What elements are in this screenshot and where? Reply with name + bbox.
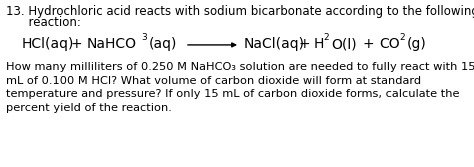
Text: HCl(aq): HCl(aq) bbox=[22, 37, 74, 51]
Text: O(l): O(l) bbox=[331, 37, 356, 51]
Text: +: + bbox=[363, 37, 374, 51]
Text: 3: 3 bbox=[141, 33, 147, 42]
Text: 2: 2 bbox=[323, 33, 328, 42]
Text: NaCl(aq): NaCl(aq) bbox=[244, 37, 305, 51]
Text: 13. Hydrochloric acid reacts with sodium bicarbonate according to the following: 13. Hydrochloric acid reacts with sodium… bbox=[6, 5, 474, 18]
Text: (aq): (aq) bbox=[149, 37, 177, 51]
Text: reaction:: reaction: bbox=[6, 16, 81, 29]
Text: H: H bbox=[314, 37, 324, 51]
Text: +: + bbox=[71, 37, 82, 51]
Text: (g): (g) bbox=[407, 37, 427, 51]
Text: 2: 2 bbox=[399, 33, 405, 42]
Text: +: + bbox=[298, 37, 310, 51]
Text: CO: CO bbox=[379, 37, 400, 51]
Text: How many milliliters of 0.250 M NaHCO₃ solution are needed to fully react with 1: How many milliliters of 0.250 M NaHCO₃ s… bbox=[6, 62, 474, 113]
Text: NaHCO: NaHCO bbox=[87, 37, 137, 51]
